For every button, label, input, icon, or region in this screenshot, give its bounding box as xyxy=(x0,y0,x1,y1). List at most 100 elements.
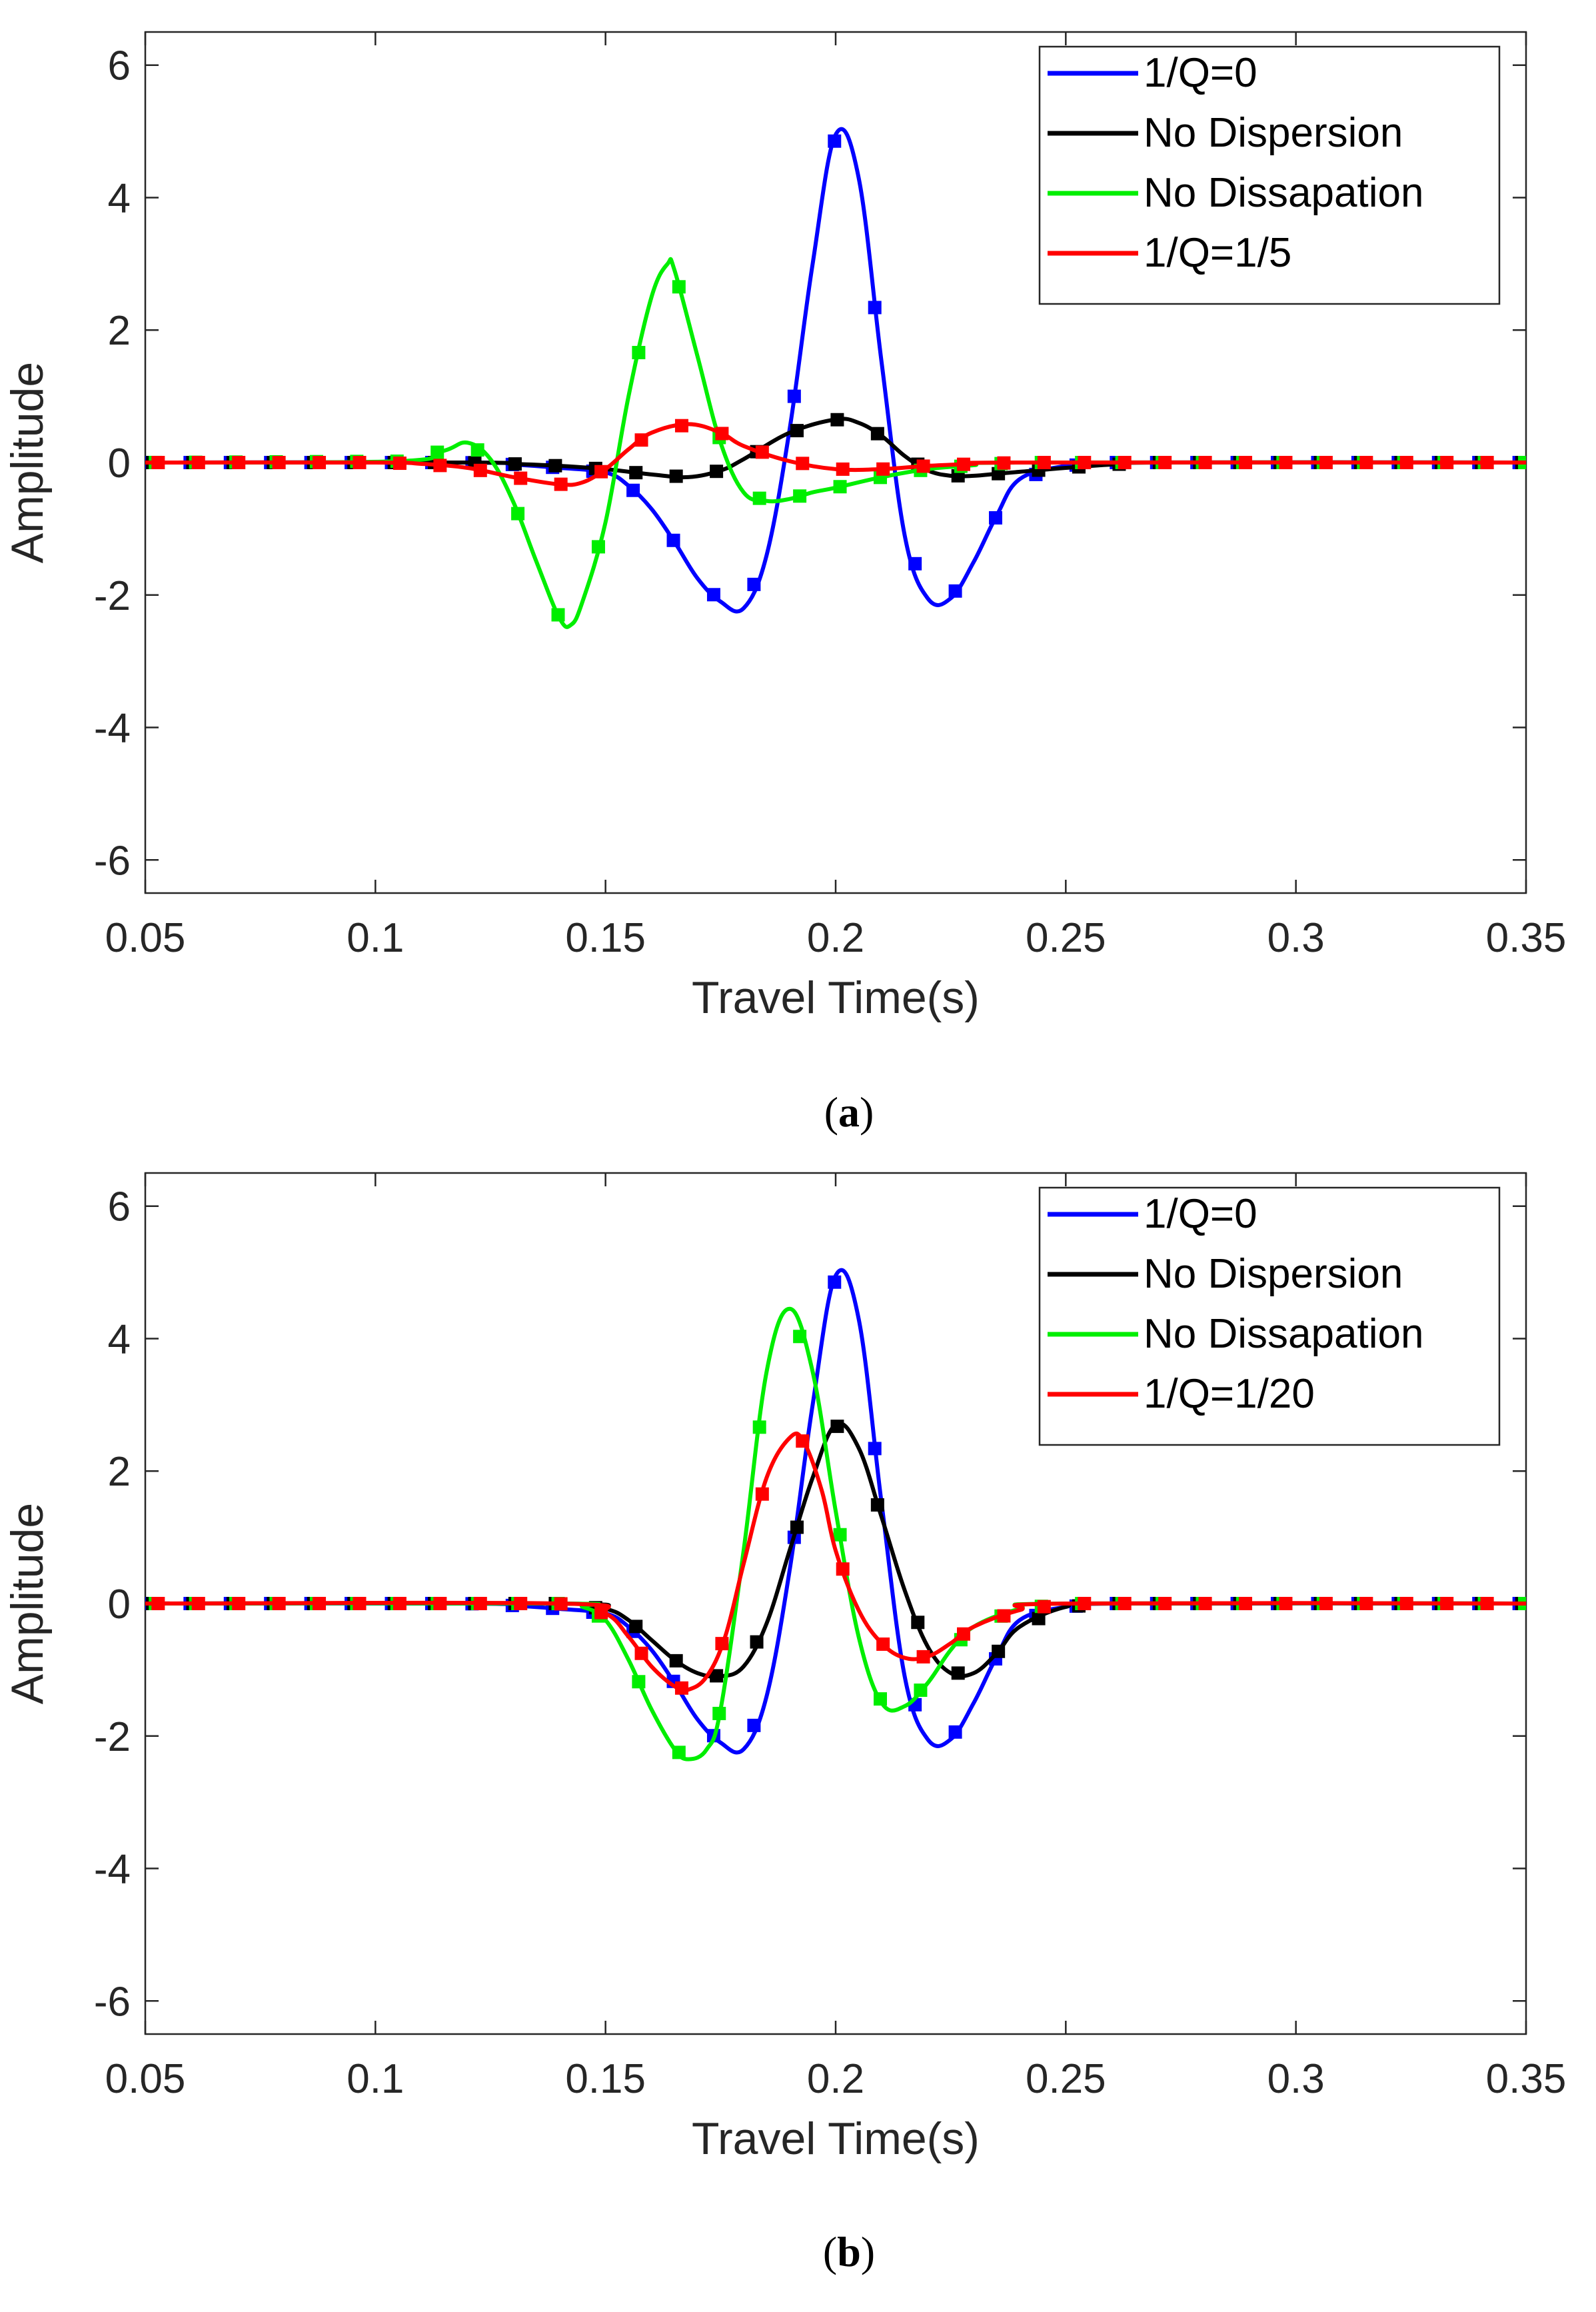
series-marker xyxy=(712,1706,726,1720)
series-marker xyxy=(747,1718,761,1732)
series-marker xyxy=(548,459,562,473)
series-marker xyxy=(1319,1597,1333,1610)
series-marker xyxy=(790,424,804,438)
series-marker xyxy=(313,1597,327,1610)
series-marker xyxy=(796,1434,810,1448)
series-marker xyxy=(1239,456,1253,469)
legend-label: 1/Q=0 xyxy=(1144,1191,1257,1237)
chart-panel-b: 0.05 0.1 0.15 0.2 0.25 0.3 0.35 -6 -4 -2 0 2 4 6 Trav… xyxy=(2,1172,1567,2275)
series-marker xyxy=(629,1620,643,1634)
series-marker xyxy=(470,443,484,457)
series-marker xyxy=(151,456,165,469)
series-marker xyxy=(836,462,850,476)
x-axis-label: Travel Time(s) xyxy=(692,972,980,1023)
series-marker xyxy=(232,456,246,469)
series-marker xyxy=(787,389,801,403)
series-marker xyxy=(514,1597,528,1610)
y-tick-label: 6 xyxy=(108,43,131,89)
series-marker xyxy=(750,1635,764,1649)
series-marker xyxy=(830,1420,844,1434)
legend-entry: 1/Q=1/20 xyxy=(1048,1371,1315,1417)
y-tick-label: 6 xyxy=(108,1184,131,1230)
x-tick-label: 0.05 xyxy=(105,2056,186,2102)
series-marker xyxy=(1118,456,1132,469)
x-tick-label: 0.15 xyxy=(565,2056,646,2102)
series-marker xyxy=(232,1597,246,1610)
series-marker xyxy=(1078,1597,1092,1610)
x-tick-label: 0.15 xyxy=(565,915,646,961)
series-marker xyxy=(833,480,847,494)
series-marker xyxy=(710,465,724,479)
x-tick-label: 0.25 xyxy=(1026,2056,1106,2102)
series-marker xyxy=(916,1650,930,1664)
series-line xyxy=(145,422,1526,487)
legend-label: 1/Q=1/5 xyxy=(1144,230,1291,276)
series-marker xyxy=(191,1597,205,1610)
series-marker xyxy=(554,477,568,491)
series-marker xyxy=(1399,1597,1413,1610)
x-tick-label: 0.3 xyxy=(1267,2056,1325,2102)
legend-label: No Dispersion xyxy=(1144,110,1403,156)
series-marker xyxy=(830,413,844,427)
x-tick-label: 0.1 xyxy=(347,2056,404,2102)
series-marker xyxy=(1399,456,1413,469)
x-tick-label: 0.35 xyxy=(1486,2056,1567,2102)
series-marker xyxy=(433,1597,447,1610)
series-marker xyxy=(674,419,688,433)
series-marker xyxy=(473,1597,487,1610)
series-marker xyxy=(1319,456,1333,469)
series-marker xyxy=(632,1675,646,1689)
series-line xyxy=(145,1431,1526,1693)
series-marker xyxy=(989,511,1003,525)
series-marker xyxy=(796,457,810,471)
series-marker xyxy=(752,1420,766,1434)
series-marker xyxy=(715,427,729,441)
series-1-q-1-20 xyxy=(145,1431,1526,1695)
series-marker xyxy=(672,1745,686,1759)
legend-label: 1/Q=1/20 xyxy=(1144,1371,1315,1417)
y-tick-label: 4 xyxy=(108,175,131,221)
series-marker xyxy=(1032,1612,1046,1626)
y-axis-label: Amplitude xyxy=(2,362,53,563)
legend-label: No Dissapation xyxy=(1144,170,1423,216)
series-marker xyxy=(868,301,882,315)
series-marker xyxy=(626,483,640,497)
series-marker xyxy=(594,465,608,479)
series-marker xyxy=(1480,1597,1494,1610)
series-marker xyxy=(551,608,565,622)
y-tick-label: 0 xyxy=(108,441,131,487)
legend-entry: No Dispersion xyxy=(1048,1251,1403,1297)
series-1-q-1-5 xyxy=(145,419,1526,491)
series-marker xyxy=(793,489,807,503)
y-tick-label: -6 xyxy=(94,838,131,884)
x-tick-label: 0.35 xyxy=(1486,915,1567,961)
series-lines xyxy=(145,127,1526,629)
series-marker xyxy=(666,533,680,547)
series-marker xyxy=(992,467,1006,481)
series-marker xyxy=(473,463,487,477)
series-marker xyxy=(828,1275,842,1289)
series-marker xyxy=(870,427,884,441)
series-marker xyxy=(393,457,406,471)
series-marker xyxy=(752,491,766,505)
series-marker xyxy=(1480,456,1494,469)
series-marker xyxy=(873,1692,887,1706)
series-marker xyxy=(868,1442,882,1456)
series-lines xyxy=(145,1268,1526,1761)
y-tick-label: 2 xyxy=(108,308,131,354)
legend-entry: 1/Q=0 xyxy=(1048,1191,1257,1237)
series-marker xyxy=(1158,1597,1172,1610)
series-marker xyxy=(1118,1597,1132,1610)
series-marker xyxy=(1158,456,1172,469)
series-marker xyxy=(755,445,769,459)
series-marker xyxy=(632,346,646,360)
series-marker xyxy=(508,457,522,471)
legend-box xyxy=(1038,1186,1501,1446)
series-marker xyxy=(191,456,205,469)
series-marker xyxy=(914,1684,928,1698)
series-marker xyxy=(916,459,930,473)
series-marker xyxy=(634,1646,648,1660)
legend-entry: 1/Q=0 xyxy=(1048,50,1257,96)
series-marker xyxy=(591,540,605,554)
series-marker xyxy=(433,459,447,473)
